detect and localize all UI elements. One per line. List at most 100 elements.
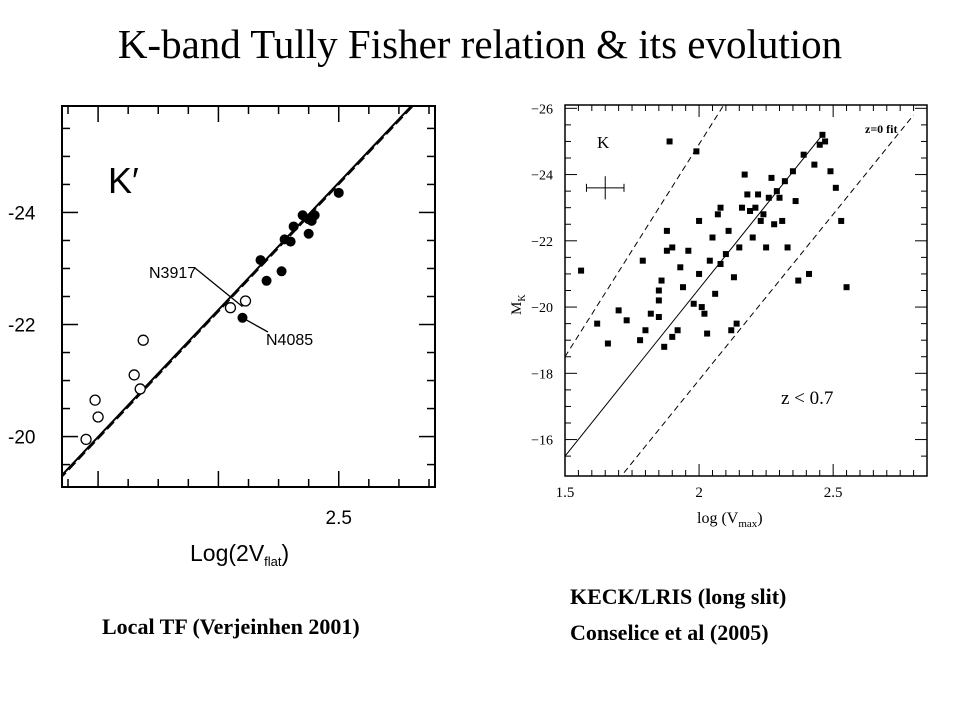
right-ytick-label: −18	[531, 367, 553, 382]
left-point-open	[224, 302, 237, 314]
left-point-filled	[255, 255, 266, 266]
right-point-square	[677, 264, 684, 271]
right-point-square	[615, 307, 622, 314]
right-point-square	[744, 191, 751, 198]
right-point-square	[709, 234, 716, 241]
left-point-open	[128, 369, 140, 381]
left-fit-line	[62, 106, 413, 477]
right-point-square	[771, 221, 778, 228]
right-point-square	[773, 188, 780, 195]
right-point-square	[578, 267, 585, 274]
right-xtick-label: 2	[695, 485, 703, 501]
right-point-square	[765, 194, 772, 201]
left-xaxis-label: Log(2Vflat)	[190, 540, 289, 569]
right-point-square	[819, 131, 826, 138]
left-ytick-label: -24	[8, 203, 36, 224]
right-point-square	[655, 314, 662, 320]
right-point-square	[730, 274, 737, 281]
right-point-square	[806, 270, 813, 277]
left-point-open	[89, 394, 101, 406]
left-point-open	[134, 383, 146, 395]
right-point-square	[642, 327, 649, 334]
right-plot-frame	[564, 104, 928, 477]
right-point-square	[690, 300, 697, 307]
right-point-square	[655, 287, 662, 294]
right-point-square	[800, 151, 807, 158]
right-xtick-label: 2.5	[824, 485, 843, 501]
right-dashed-upper	[565, 105, 725, 358]
right-point-square	[604, 340, 611, 347]
right-point-square	[779, 217, 786, 224]
annotation-n3917-leader	[194, 267, 243, 308]
right-point-square	[714, 211, 721, 218]
right-point-square	[712, 290, 719, 297]
right-ytick-label: −24	[531, 169, 553, 184]
right-point-square	[741, 171, 748, 178]
right-xtick-label: 1.5	[556, 485, 575, 501]
right-point-square	[760, 211, 767, 218]
right-ytick-label: −26	[531, 102, 553, 117]
right-point-square	[776, 194, 783, 201]
right-point-square	[594, 320, 601, 327]
right-point-square	[722, 251, 729, 258]
right-point-square	[784, 244, 791, 251]
right-point-square	[738, 204, 745, 211]
right-point-square	[639, 257, 646, 264]
right-point-square	[663, 247, 670, 254]
right-point-square	[701, 310, 708, 317]
right-point-square	[666, 138, 673, 145]
left-point-open	[80, 433, 92, 446]
right-point-square	[749, 234, 756, 241]
right-xaxis-label: log (Vmax)	[697, 510, 763, 530]
right-point-square	[832, 184, 839, 191]
left-point-open	[239, 295, 252, 307]
right-point-square	[755, 191, 762, 198]
left-ytick-label: -22	[8, 316, 35, 337]
left-point-open	[137, 334, 149, 346]
left-band-label: K′	[108, 160, 139, 201]
right-point-square	[696, 270, 703, 277]
right-point-square	[693, 148, 700, 155]
right-point-square	[685, 247, 692, 254]
left-point-filled	[288, 221, 299, 232]
right-point-square	[768, 174, 775, 181]
right-point-square	[704, 330, 711, 337]
annotation-n3917: N3917	[149, 265, 196, 282]
left-point-filled	[309, 210, 320, 221]
right-point-square	[623, 317, 630, 324]
annotation-n4085: N4085	[266, 332, 313, 349]
right-point-square	[752, 204, 759, 211]
right-point-square	[822, 138, 829, 145]
right-point-square	[725, 227, 732, 234]
right-point-square	[736, 244, 743, 251]
right-point-square	[843, 284, 850, 291]
right-point-square	[663, 227, 670, 234]
right-point-square	[747, 208, 754, 214]
left-point-filled	[333, 187, 344, 198]
right-point-square	[763, 244, 770, 251]
right-ytick-label: −20	[531, 301, 553, 316]
right-point-square	[811, 161, 818, 168]
right-point-square	[706, 257, 713, 264]
slide-title: K-band Tully Fisher relation & its evolu…	[117, 21, 843, 67]
right-point-square	[757, 217, 764, 224]
left-plot-area	[62, 106, 415, 479]
right-point-square	[698, 304, 705, 311]
left-fit-dashed	[62, 106, 415, 479]
right-redshift-label: z < 0.7	[781, 388, 833, 409]
right-point-square	[696, 217, 703, 224]
left-plot-group: -24 -22 -20 2.5 K′ N3917 N4085 Log(2Vflat)	[8, 105, 436, 569]
right-fit-label: z=0 fit	[865, 122, 898, 136]
right-point-square	[637, 337, 644, 344]
right-point-square	[679, 284, 686, 291]
right-point-square	[816, 141, 823, 148]
right-yaxis-label: MK	[509, 294, 528, 315]
caption-local-tf: Local TF (Verjeinhen 2001)	[102, 614, 360, 639]
right-point-square	[717, 204, 724, 211]
left-xtick-label: 2.5	[326, 508, 352, 529]
right-plot-area	[565, 105, 914, 474]
left-point-open	[92, 411, 104, 423]
right-point-square	[789, 168, 796, 175]
right-point-square	[838, 217, 845, 224]
